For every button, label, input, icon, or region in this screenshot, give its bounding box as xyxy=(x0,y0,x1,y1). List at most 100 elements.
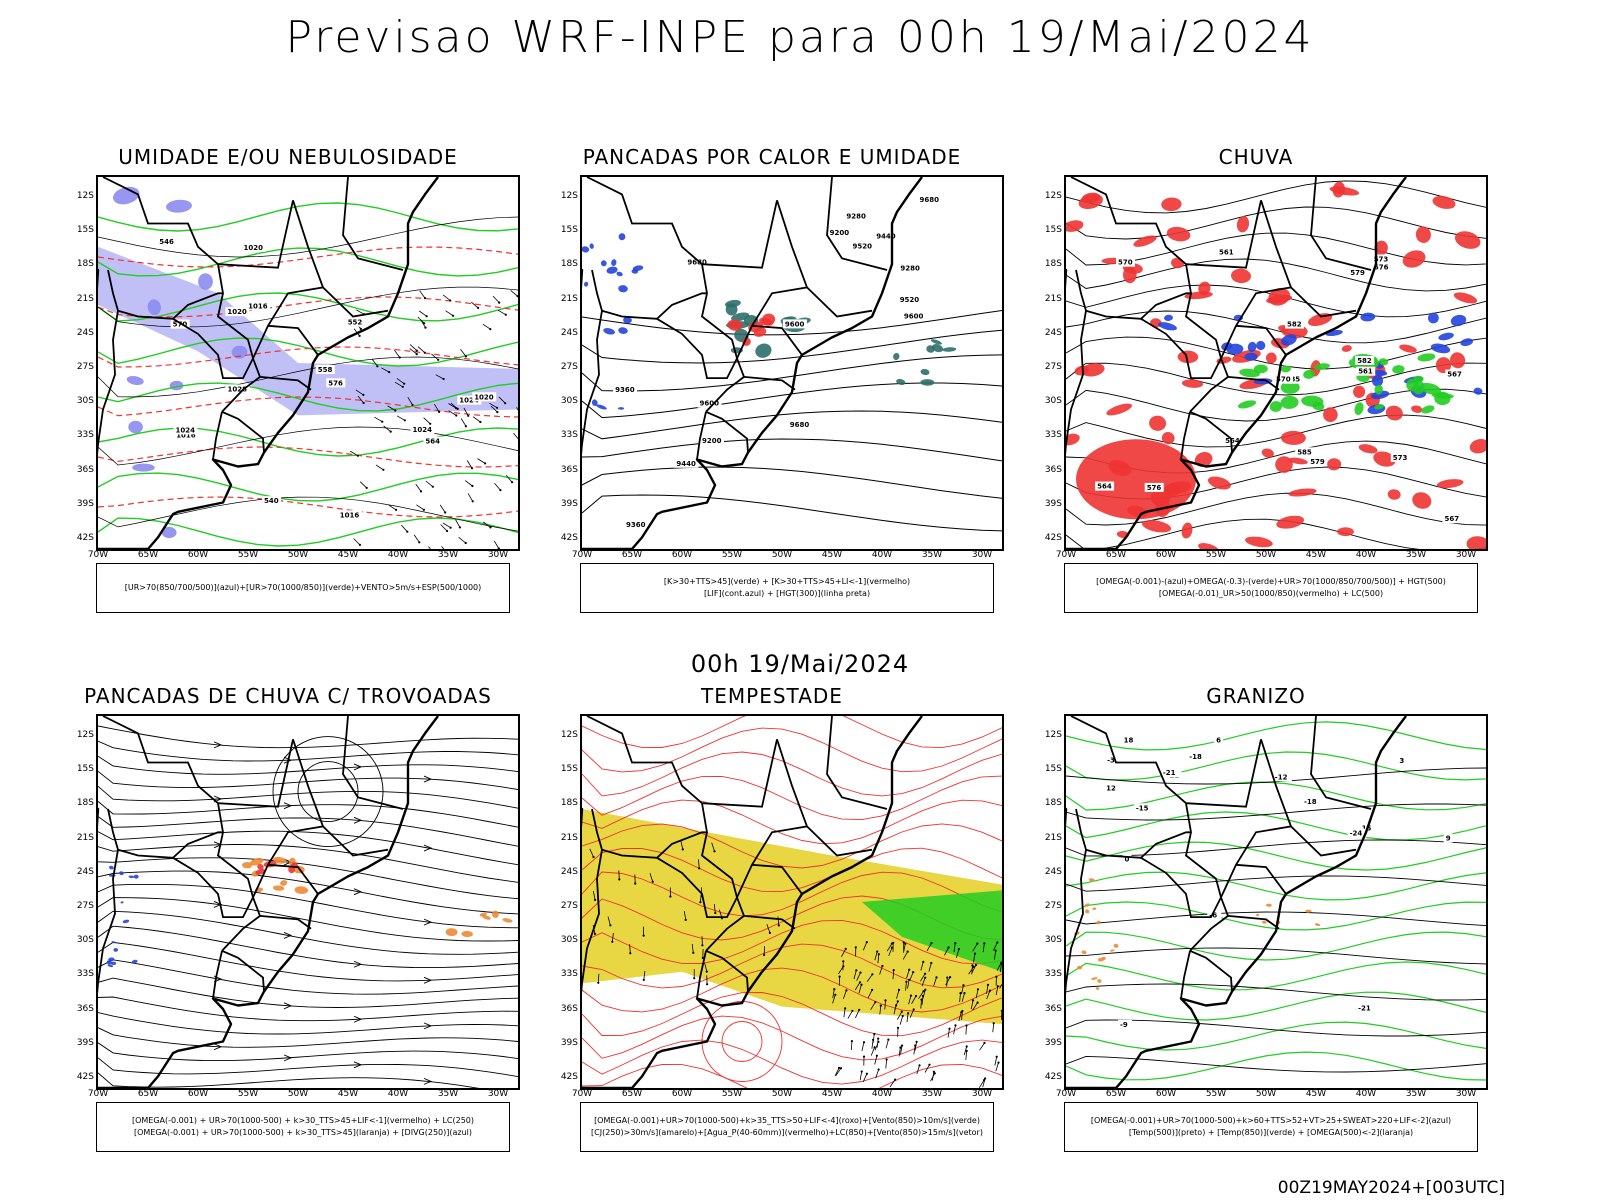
wind-vector xyxy=(434,403,440,413)
wind850-vector xyxy=(959,993,961,1003)
wind-vector xyxy=(463,407,469,416)
wind850-vector xyxy=(889,1079,896,1088)
wind850-vector xyxy=(909,994,913,997)
wind850-vector xyxy=(835,1067,842,1076)
legend-line: [OMEGA(-0.01)_UR>50(1000/850)(vermelho) … xyxy=(1158,589,1384,598)
lat-tick-label: 24S xyxy=(76,866,94,877)
rain-red-area xyxy=(1081,363,1105,377)
wind-vector xyxy=(460,418,467,427)
rain-red-area xyxy=(1432,195,1456,209)
streamline-250 xyxy=(98,770,518,790)
contour-label: 582 xyxy=(1357,357,1372,365)
rain-red-area xyxy=(1373,451,1396,467)
wind850-vector xyxy=(887,1038,890,1041)
contour-label: -18 xyxy=(1189,753,1202,761)
wind850-vector xyxy=(838,966,844,975)
wind850-vector xyxy=(851,1009,854,1012)
wind850-vector xyxy=(592,855,595,859)
omega500-orange xyxy=(1314,923,1321,927)
lon-tick-label: 50W xyxy=(771,1089,793,1099)
streamline-250 xyxy=(353,1061,363,1069)
contour-label: 9200 xyxy=(830,229,850,237)
wind850-vector xyxy=(839,1067,843,1070)
contour-label: -9 xyxy=(1120,1021,1128,1029)
lif-contour xyxy=(611,259,617,266)
wind-vector xyxy=(464,541,467,545)
lat-tick-label: 12S xyxy=(560,191,578,201)
footer-timestamp: 00Z19MAY2024+[003UTC] xyxy=(1277,1178,1505,1198)
lat-tick-label: 30S xyxy=(1044,935,1062,946)
rain-blue-area xyxy=(1460,338,1473,347)
contour-label: 576 xyxy=(328,379,343,387)
contour-label-bg xyxy=(624,519,648,529)
lat-tick-label: 24S xyxy=(76,327,94,338)
wind850-vector xyxy=(879,1004,882,1007)
lat-tick-label: 24S xyxy=(1044,327,1062,338)
rain-blue-area xyxy=(1373,369,1388,376)
country-border xyxy=(743,915,796,930)
rain-red-area xyxy=(1374,240,1388,256)
rain-red-area xyxy=(1207,476,1231,490)
lon-tick-label: 45W xyxy=(337,1089,359,1099)
wind850-vector xyxy=(597,973,600,983)
wind-vector xyxy=(415,349,418,352)
country-border xyxy=(1070,716,1230,952)
omega500-orange xyxy=(1113,943,1119,948)
contour-label-bg xyxy=(1223,436,1243,445)
streamline-250 xyxy=(98,941,518,982)
divergence-blue xyxy=(106,960,112,965)
lon-tick-label: 70W xyxy=(571,1089,593,1099)
lc850-contour xyxy=(582,871,1002,917)
contour-label-bg xyxy=(173,425,198,435)
lat-tick-label: 30S xyxy=(560,396,578,407)
contour-label-bg xyxy=(225,307,250,317)
country-border xyxy=(656,318,738,379)
lc850-contour xyxy=(582,1063,1002,1088)
wind850-vector xyxy=(896,1026,900,1029)
rain-red-area xyxy=(1327,458,1342,471)
contour-label-bg xyxy=(345,317,365,327)
lat-tick-label: 12S xyxy=(76,191,94,201)
contour-label: 579 xyxy=(1310,458,1325,466)
lon-tick-label: 60W xyxy=(187,550,209,560)
country-border xyxy=(259,915,312,930)
wind850-vector xyxy=(924,988,927,991)
wind850-vector xyxy=(983,1079,986,1082)
lc850-contour xyxy=(721,1021,763,1062)
lon-tick-label: 55W xyxy=(237,1089,259,1099)
wind850-vector xyxy=(918,990,924,999)
lat-tick-label: 15S xyxy=(1044,764,1062,775)
lat-tick-label: 27S xyxy=(560,362,578,372)
contour-label-bg xyxy=(410,425,435,434)
storm-orange xyxy=(250,857,264,866)
wind850-vector xyxy=(992,1022,995,1025)
wind850-vector xyxy=(593,932,597,935)
heat-moisture-green xyxy=(930,339,942,345)
wind850-vector xyxy=(841,948,847,957)
wind850-vector xyxy=(763,946,765,956)
streamline-250 xyxy=(283,1054,293,1062)
lon-tick-label: 50W xyxy=(287,1089,309,1099)
divergence-blue xyxy=(108,874,116,877)
wind850-vector xyxy=(858,981,862,984)
omega500-orange xyxy=(1256,913,1260,917)
contour-label: 1024 xyxy=(176,426,196,434)
thickness-contour xyxy=(98,296,518,318)
wind850-vector xyxy=(699,901,702,904)
wind850-vector xyxy=(874,1055,878,1065)
wind850-vector xyxy=(965,1045,968,1048)
wind850-vector xyxy=(914,994,918,998)
wind850-vector xyxy=(855,969,858,972)
wind850-vector xyxy=(877,1068,880,1071)
wind-vector xyxy=(441,546,445,549)
streamline-250 xyxy=(213,741,223,749)
country-border xyxy=(1189,410,1233,453)
coastline xyxy=(582,716,923,1088)
lon-tick-label: 50W xyxy=(771,550,793,560)
map-area: 1016 1016 1020 1020 1024 1024 1028 1024 1020 1016… xyxy=(96,175,520,551)
country-border xyxy=(1227,915,1280,930)
contour-label: 6 xyxy=(1216,737,1221,745)
country-border xyxy=(705,410,749,453)
lon-tick-label: 65W xyxy=(621,1089,643,1099)
contour-label: -18 xyxy=(1304,798,1317,806)
